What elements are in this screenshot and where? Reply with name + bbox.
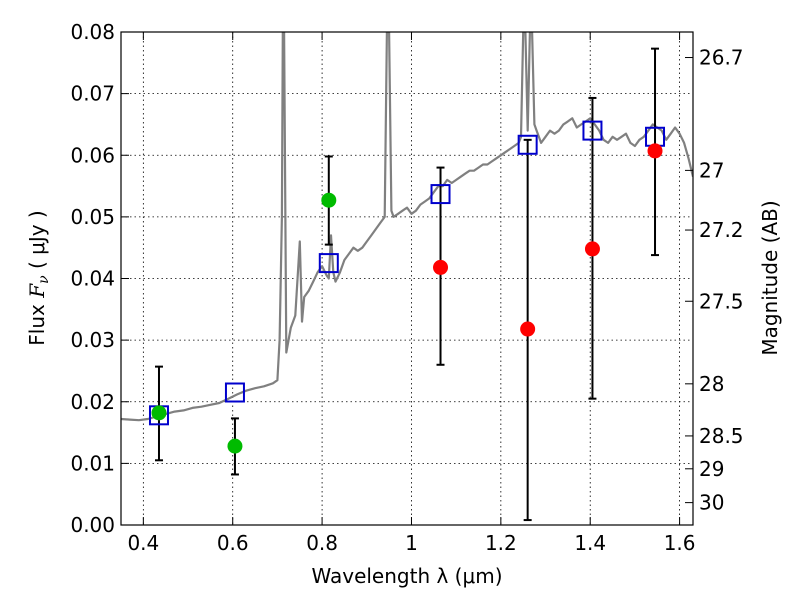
x-tick-label: 1.6 bbox=[664, 531, 696, 555]
x-tick-label: 0.6 bbox=[217, 531, 249, 555]
y2-axis-title: Magnitude (AB) bbox=[758, 200, 782, 355]
magnitude-tick-label: 26.7 bbox=[699, 46, 744, 70]
magnitude-tick-label: 30 bbox=[699, 491, 724, 515]
x-tick-label: 1.4 bbox=[574, 531, 606, 555]
model-flux-square bbox=[582, 120, 603, 141]
y-tick-label: 0.01 bbox=[70, 451, 115, 475]
y-axis-title-var: F bbox=[25, 283, 49, 299]
plot-area bbox=[121, 32, 693, 522]
y-axis-title-suffix: ( μJy ) bbox=[25, 210, 49, 275]
y-axis-title: Flux Fν ( μJy ) bbox=[25, 210, 52, 345]
y-tick-label: 0.08 bbox=[70, 20, 115, 44]
y-axis-title-sub: ν bbox=[36, 275, 52, 284]
model-flux-square bbox=[224, 382, 245, 403]
detection-point bbox=[227, 438, 243, 454]
detection-point bbox=[321, 192, 337, 208]
y-tick-label: 0.07 bbox=[70, 82, 115, 106]
x-tick-label: 1.2 bbox=[485, 531, 517, 555]
magnitude-tick-label: 28 bbox=[699, 372, 724, 396]
y-tick-label: 0.02 bbox=[70, 390, 115, 414]
y-tick-label: 0.06 bbox=[70, 143, 115, 167]
magnitude-tick-label: 29 bbox=[699, 457, 724, 481]
nondetection-point bbox=[520, 321, 536, 337]
y-tick-label: 0.00 bbox=[70, 513, 115, 537]
axis-ticks: 0.4 0.6 0.8 1 1.2 1.4 1.6 0.00 0.01 0.02 0.03 0.04 0… bbox=[70, 20, 743, 555]
nondetection-point bbox=[433, 259, 449, 275]
template-spectrum-line bbox=[121, 32, 693, 422]
nondetection-point bbox=[584, 241, 600, 257]
y-tick-label: 0.03 bbox=[70, 328, 115, 352]
x-axis-title: Wavelength λ (μm) bbox=[311, 564, 502, 588]
magnitude-tick-label: 27.5 bbox=[699, 289, 744, 313]
magnitude-tick-label: 27 bbox=[699, 158, 724, 182]
model-flux-square bbox=[517, 134, 538, 155]
x-tick-label: 0.4 bbox=[127, 531, 159, 555]
x-tick-label: 0.8 bbox=[306, 531, 338, 555]
model-flux-square bbox=[318, 253, 339, 274]
detection-point bbox=[151, 405, 167, 421]
magnitude-tick-label: 27.2 bbox=[699, 218, 744, 242]
nondetection-point bbox=[647, 143, 663, 159]
grid bbox=[121, 31, 693, 526]
magnitude-tick-label: 28.5 bbox=[699, 424, 744, 448]
model-flux-square bbox=[430, 184, 451, 205]
y-tick-label: 0.05 bbox=[70, 205, 115, 229]
y-axis-title-prefix: Flux bbox=[25, 298, 49, 346]
x-tick-label: 1 bbox=[405, 531, 418, 555]
y-tick-label: 0.04 bbox=[70, 267, 115, 291]
